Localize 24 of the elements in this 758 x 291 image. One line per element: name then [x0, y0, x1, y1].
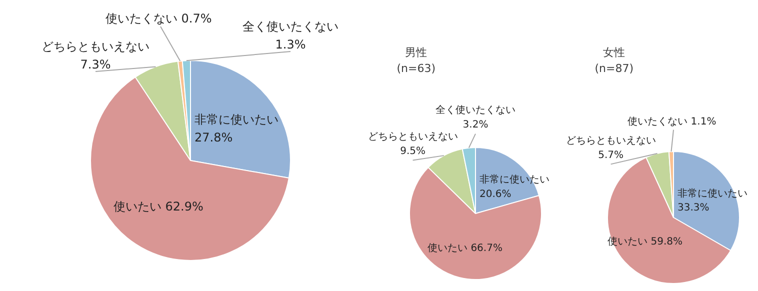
- slice-label: どちらともいえない: [368, 132, 458, 143]
- data-label: 7.3%: [80, 58, 111, 72]
- slice-label: 使いたくない 1.1%: [628, 116, 716, 128]
- data-label: 33.3%: [678, 202, 710, 214]
- slice-label: 全く使いたくない: [242, 19, 338, 34]
- slice-label: 使いたい 66.7%: [428, 243, 502, 254]
- slice-label: 非常に使いたい: [194, 112, 278, 126]
- chart-subtitle: (n=63): [396, 62, 436, 75]
- data-label: 5.7%: [598, 150, 624, 161]
- slice-label: 使いたい 62.9%: [113, 199, 204, 214]
- slice-label: 使いたい 59.8%: [608, 236, 683, 248]
- slice-label: どちらともいえない: [566, 136, 656, 147]
- slice-label: 使いたくない 0.7%: [105, 12, 212, 26]
- chart-title: 女性: [603, 46, 626, 59]
- slice-label: 非常に使いたい: [480, 174, 550, 186]
- data-label: 20.6%: [480, 188, 512, 200]
- slice-label: 全く使いたくない: [436, 104, 516, 116]
- chart-title: 男性: [405, 46, 428, 59]
- data-label: 3.2%: [462, 119, 488, 130]
- data-label: 9.5%: [400, 146, 426, 157]
- data-label: 1.3%: [275, 38, 306, 52]
- slice-label: どちらともいえない: [42, 39, 150, 54]
- chart-subtitle: (n=87): [594, 62, 634, 75]
- data-label: 27.8%: [194, 130, 233, 144]
